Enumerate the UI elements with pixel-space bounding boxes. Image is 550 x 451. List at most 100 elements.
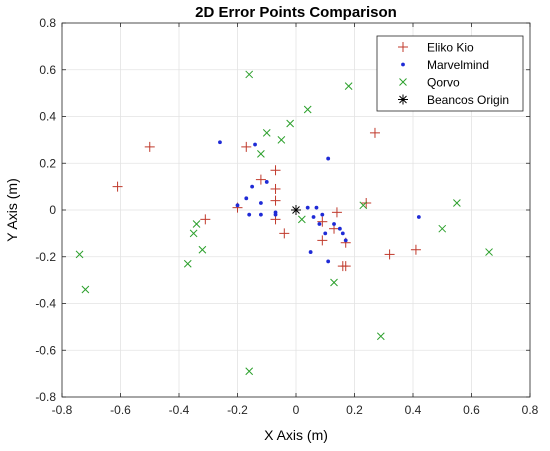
data-point	[376, 332, 385, 341]
x-tick-label: 0	[293, 403, 300, 417]
data-point	[416, 215, 421, 219]
data-point	[244, 196, 249, 201]
data-point	[308, 250, 313, 254]
x-tick-label: -0.4	[169, 403, 190, 417]
x-tick-label: 0.4	[405, 403, 422, 417]
data-point	[330, 278, 338, 287]
y-tick-label: -0.4	[35, 297, 56, 311]
data-point	[241, 141, 252, 152]
data-point	[259, 212, 263, 217]
data-point	[286, 119, 295, 128]
data-point	[245, 367, 254, 376]
data-point	[343, 238, 348, 243]
data-point	[235, 203, 240, 208]
chart-title: 2D Error Points Comparison	[195, 4, 397, 21]
data-point	[438, 224, 447, 233]
data-point	[291, 205, 301, 215]
axis-ticks: -0.8 -0.6 -0.4 -0.2 0 0.2 0.4 0.6 0.8 -0.8 -0.6 -0.…	[35, 16, 538, 417]
data-point	[485, 248, 493, 256]
x-axis-label: X Axis (m)	[264, 427, 328, 443]
legend-marker	[398, 42, 408, 52]
data-point	[75, 250, 84, 259]
data-point	[297, 215, 306, 224]
x-tick-label: 0.8	[522, 403, 539, 417]
y-tick-label: -0.2	[35, 250, 56, 264]
x-tick-label: 0.2	[346, 403, 363, 417]
data-point	[453, 199, 461, 207]
legend-marker	[399, 78, 407, 86]
data-point	[273, 212, 278, 217]
data-point	[317, 235, 328, 246]
data-point	[277, 136, 286, 144]
x-tick-label: -0.8	[52, 403, 73, 417]
data-point	[369, 127, 380, 138]
data-point	[189, 229, 198, 238]
data-point	[359, 201, 368, 210]
data-point	[245, 70, 254, 79]
legend-label: Beancos Origin	[427, 93, 509, 107]
y-tick-label: -0.6	[35, 343, 56, 357]
legend-marker	[401, 62, 405, 67]
series-marvelmind	[218, 140, 421, 264]
data-point	[340, 231, 345, 236]
x-tick-label: 0.6	[463, 403, 480, 417]
legend: Eliko Kio Marvelmind Qorvo Beancos Origin	[376, 35, 524, 112]
data-point	[314, 205, 319, 210]
legend-label: Eliko Kio	[427, 41, 474, 55]
data-point	[262, 129, 271, 137]
x-tick-label: -0.6	[110, 403, 131, 417]
data-point	[326, 156, 331, 161]
data-point	[259, 201, 263, 205]
data-point	[332, 222, 336, 226]
data-point	[255, 174, 266, 185]
series-beancos-origin	[291, 205, 301, 215]
legend-label: Marvelmind	[427, 58, 489, 72]
y-tick-label: 0.4	[39, 110, 56, 124]
data-point	[410, 244, 421, 255]
data-point	[250, 184, 255, 189]
data-point	[264, 180, 269, 184]
data-point	[326, 259, 331, 264]
data-point	[200, 214, 211, 225]
y-tick-label: 0.6	[39, 63, 56, 77]
data-point	[331, 207, 342, 218]
data-point	[323, 231, 328, 236]
legend-item: Beancos Origin	[398, 93, 509, 107]
data-point	[183, 259, 192, 268]
y-tick-label: 0.8	[39, 16, 56, 30]
data-point	[192, 220, 201, 228]
legend-item: Qorvo	[399, 76, 460, 90]
data-point	[344, 82, 353, 90]
y-tick-label: 0	[49, 203, 56, 217]
data-point	[198, 245, 207, 254]
series-qorvo	[75, 70, 493, 376]
data-point	[81, 285, 90, 294]
y-tick-label: -0.8	[35, 390, 56, 404]
y-tick-label: 0.2	[39, 156, 56, 170]
data-point	[384, 249, 395, 260]
data-point	[320, 212, 325, 217]
data-point	[311, 215, 316, 219]
data-point	[317, 216, 328, 227]
x-tick-label: -0.2	[227, 403, 248, 417]
data-point	[112, 181, 123, 192]
data-point	[247, 212, 252, 217]
data-point	[317, 222, 322, 226]
data-point	[270, 165, 281, 176]
data-point	[270, 195, 281, 206]
data-point	[270, 183, 281, 194]
data-point	[144, 141, 155, 152]
legend-label: Qorvo	[427, 76, 460, 90]
data-point	[305, 205, 310, 210]
data-point	[257, 150, 265, 158]
data-marks	[75, 70, 493, 376]
y-axis-label: Y Axis (m)	[4, 178, 20, 242]
legend-marker	[398, 94, 408, 105]
legend-items: Eliko Kio Marvelmind Qorvo Beancos Origin	[398, 41, 509, 107]
data-point	[279, 228, 290, 239]
data-point	[253, 142, 257, 147]
data-point	[337, 226, 342, 231]
legend-item: Eliko Kio	[398, 41, 474, 55]
data-point	[340, 261, 351, 272]
